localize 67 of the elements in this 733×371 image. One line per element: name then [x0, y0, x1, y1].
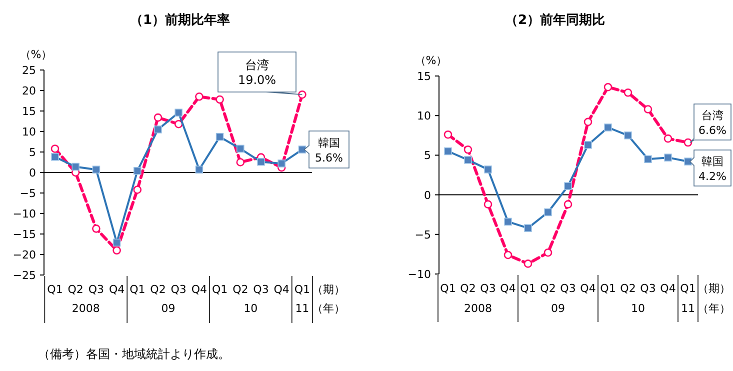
y-tick-label: 25 [22, 64, 36, 77]
x-tick-label: Q3 [253, 283, 269, 296]
text: 11 [681, 302, 695, 315]
text: 09 [551, 302, 565, 315]
text: 2008 [72, 302, 100, 315]
data-label: 6.6% [698, 124, 726, 137]
y-tick-label: 5 [29, 146, 36, 159]
y-axis-title: （%） [20, 48, 52, 61]
text: 10 [244, 302, 258, 315]
x-tick-label: Q3 [640, 282, 656, 295]
x-tick-label: Q4 [274, 283, 290, 296]
text: 2008 [464, 302, 492, 315]
y-tick-label: 10 [417, 110, 431, 123]
series-label: 台湾 [702, 109, 724, 122]
chart-title: （1）前期比年率 [130, 12, 230, 28]
x-tick-label: Q3 [88, 283, 104, 296]
x-tick-label: Q3 [560, 282, 576, 295]
text: （備考）各国・地域統計より作成。 [38, 347, 230, 361]
x-tick-label: Q2 [620, 282, 636, 295]
x-tick-label: Q2 [232, 283, 248, 296]
y-tick-label: −5 [20, 187, 36, 200]
x-tick-label: Q4 [580, 282, 596, 295]
series-label: 韓国 [702, 155, 724, 168]
y-tick-label: 5 [424, 149, 431, 162]
x-tick-label: Q1 [47, 283, 63, 296]
y-tick-label: 10 [22, 126, 36, 138]
y-tick-label: 0 [29, 166, 36, 180]
x-axis-title: （期） [312, 283, 345, 296]
y-tick-label: 20 [22, 84, 36, 98]
data-label: 5.6% [315, 152, 343, 164]
y-tick-label: −25 [12, 269, 36, 282]
y-axis-title: （%） [414, 54, 448, 67]
y-tick-label: 15 [417, 70, 431, 83]
chart-title: （2）前年同期比 [504, 13, 606, 28]
y-tick-label: −20 [12, 248, 36, 262]
x-tick-label: Q1 [294, 283, 310, 296]
x-axis-title: （期） [698, 282, 730, 295]
x-tick-label: Q1 [212, 283, 228, 296]
x-tick-label: Q1 [680, 282, 696, 295]
y-tick-label: −5 [414, 228, 431, 242]
text: 11 [295, 302, 310, 315]
x-tick-label: Q1 [440, 282, 456, 295]
x-tick-label: Q1 [130, 283, 146, 296]
x-tick-label: Q2 [460, 282, 476, 295]
text: （年） [698, 302, 730, 315]
y-tick-label: −10 [12, 208, 36, 220]
x-tick-label: Q2 [150, 283, 166, 296]
text: 09 [161, 302, 176, 315]
y-tick-label: 0 [424, 188, 431, 202]
x-tick-label: Q2 [68, 283, 84, 296]
y-tick-label: −15 [12, 228, 36, 241]
x-tick-label: Q3 [480, 282, 496, 295]
x-tick-label: Q4 [660, 282, 676, 295]
x-tick-label: Q4 [191, 283, 208, 296]
x-tick-label: Q2 [540, 282, 556, 295]
y-tick-label: −10 [408, 268, 431, 281]
y-tick-label: 15 [22, 105, 36, 118]
x-tick-label: Q1 [520, 282, 536, 295]
x-tick-label: Q4 [108, 283, 125, 296]
x-tick-label: Q4 [500, 282, 516, 295]
text: （年） [312, 302, 345, 315]
data-label: 4.2% [698, 170, 726, 183]
x-tick-label: Q3 [170, 283, 186, 296]
text: 10 [631, 302, 645, 315]
x-tick-label: Q1 [600, 282, 616, 295]
series-label: 韓国 [318, 136, 340, 150]
data-label: 19.0% [238, 73, 276, 87]
